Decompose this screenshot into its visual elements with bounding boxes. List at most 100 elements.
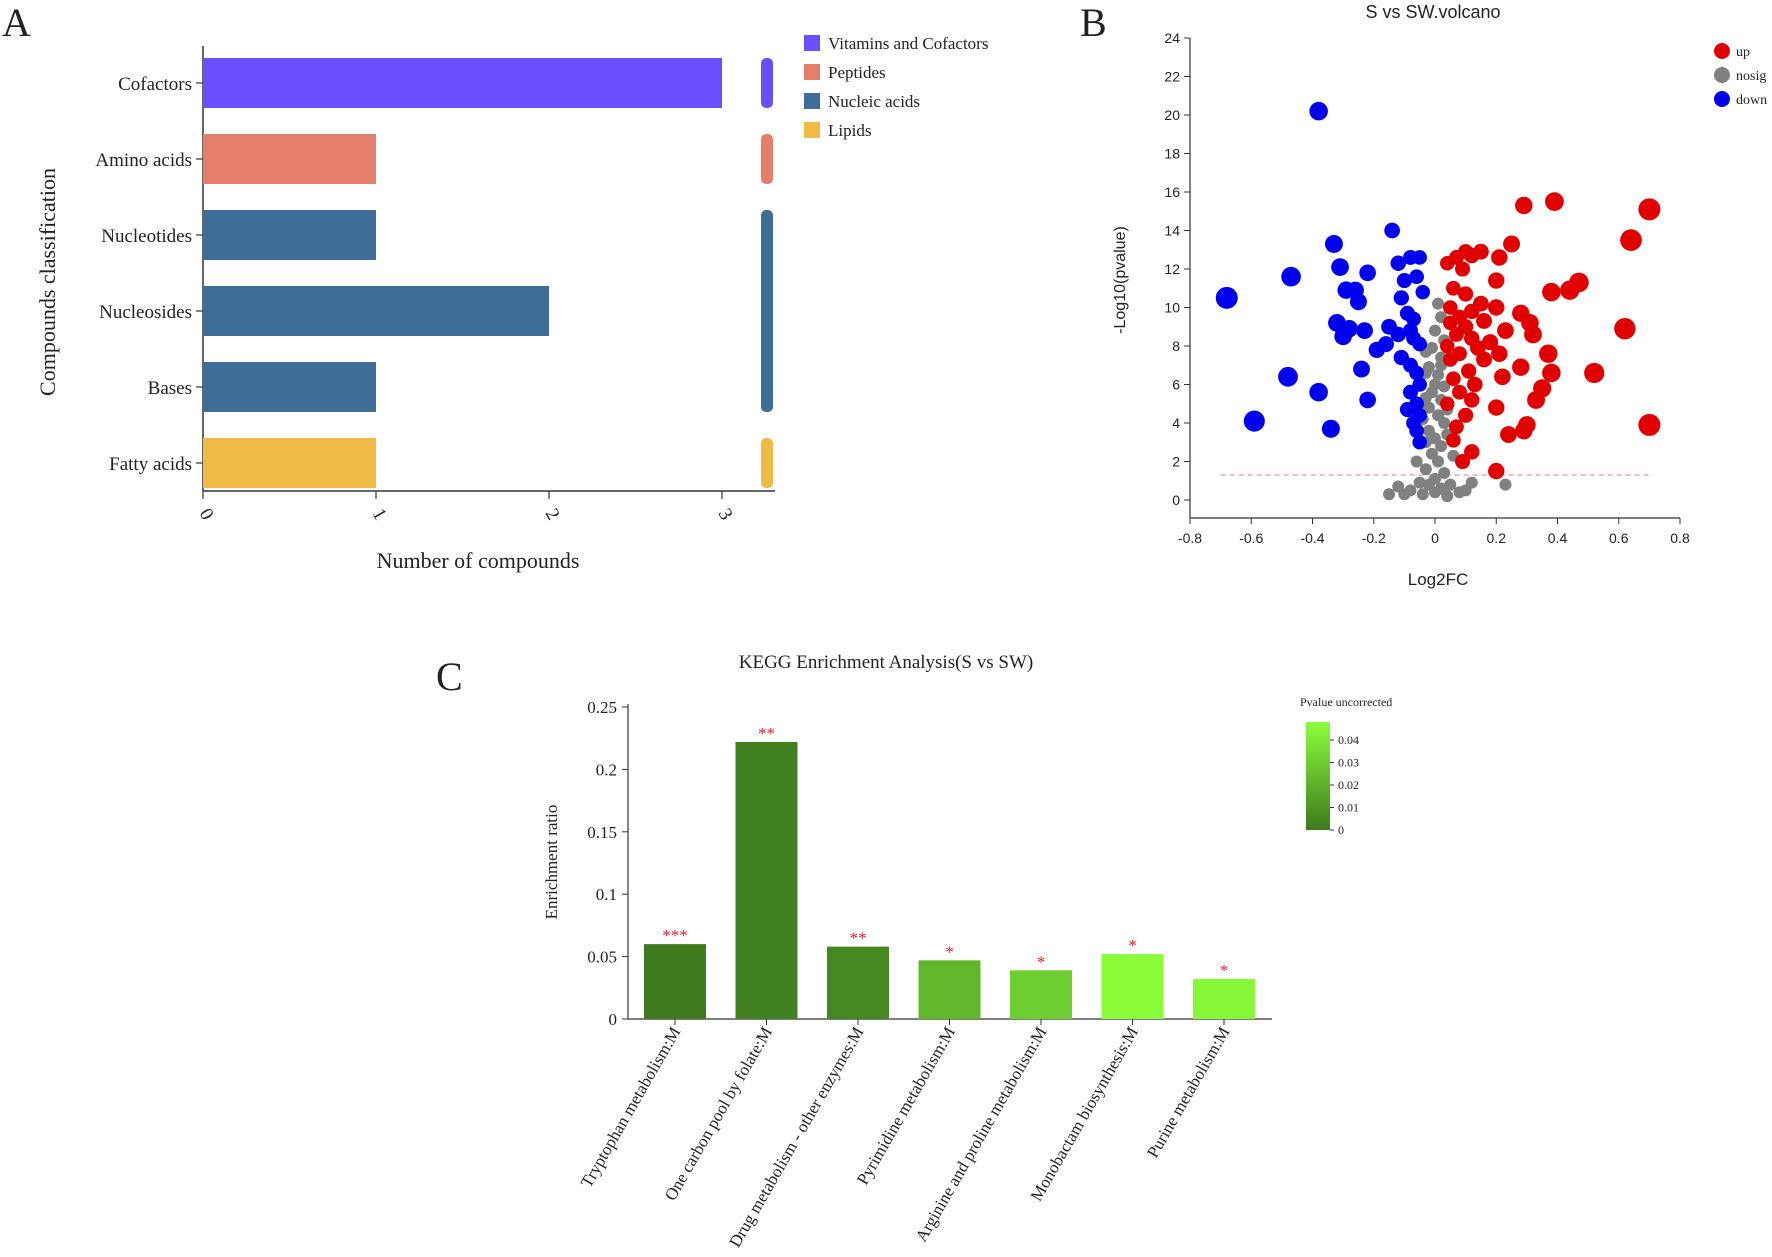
point-up bbox=[1515, 196, 1533, 215]
panel-c-ylabel: Enrichment ratio bbox=[542, 805, 561, 920]
panel-b-ylabel: -Log10(pvalue) bbox=[1112, 226, 1129, 334]
point-up bbox=[1638, 198, 1661, 221]
point-up bbox=[1503, 235, 1521, 253]
point-down bbox=[1309, 101, 1328, 121]
panel-label-c: C bbox=[436, 654, 463, 699]
point-nosig bbox=[1435, 440, 1448, 453]
point-down bbox=[1412, 336, 1427, 352]
point-down bbox=[1399, 401, 1415, 418]
legend-swatch bbox=[804, 64, 820, 80]
legend-label: Nucleic acids bbox=[828, 92, 920, 111]
legend-label: nosig bbox=[1736, 69, 1766, 84]
panel-a-xlabel: Number of compounds bbox=[377, 548, 580, 573]
legend-label: Vitamins and Cofactors bbox=[828, 34, 988, 53]
point-up bbox=[1488, 462, 1505, 480]
point-down bbox=[1406, 415, 1421, 431]
point-up bbox=[1515, 421, 1533, 440]
y-tick-label: 2 bbox=[1172, 454, 1180, 470]
point-nosig bbox=[1438, 380, 1451, 393]
legend-swatch bbox=[804, 93, 820, 109]
point-down bbox=[1281, 266, 1301, 287]
bar-pyrimidine-metabolism-m bbox=[918, 960, 981, 1019]
point-up bbox=[1527, 390, 1546, 409]
point-nosig bbox=[1441, 490, 1454, 503]
point-nosig bbox=[1383, 488, 1396, 501]
panel-a-ylabel: Compounds classification bbox=[35, 168, 60, 396]
point-nosig bbox=[1419, 463, 1432, 476]
x-tick-label: 0.4 bbox=[1548, 530, 1568, 546]
bar-cofactors bbox=[203, 58, 722, 108]
x-tick-label: 0 bbox=[195, 505, 218, 524]
point-up bbox=[1545, 192, 1564, 211]
y-tick-label: Nucleosides bbox=[99, 302, 192, 323]
panel-b-chart: S vs SW.volcano -Log10(pvalue) Log2FC 0 2… bbox=[1112, 2, 1767, 589]
point-down bbox=[1415, 284, 1430, 300]
colorbar-tick-label: 0.01 bbox=[1338, 801, 1359, 815]
point-up bbox=[1440, 338, 1455, 354]
group-indicator bbox=[761, 438, 773, 488]
bar-bases bbox=[203, 362, 376, 412]
point-down bbox=[1406, 311, 1421, 327]
point-up bbox=[1620, 229, 1642, 251]
y-tick-label: 24 bbox=[1164, 30, 1180, 46]
significance-stars: *** bbox=[662, 926, 688, 945]
significance-stars: * bbox=[1037, 952, 1046, 971]
point-up bbox=[1491, 249, 1508, 266]
y-tick-label: 14 bbox=[1164, 223, 1180, 239]
y-tick-label: 16 bbox=[1164, 184, 1180, 200]
point-up bbox=[1458, 407, 1474, 423]
group-indicator bbox=[761, 134, 773, 184]
point-down bbox=[1412, 250, 1427, 265]
point-up bbox=[1482, 334, 1499, 351]
bar-monobactam-biosynthesis-m bbox=[1101, 954, 1164, 1019]
significance-stars: ** bbox=[758, 724, 775, 743]
point-up bbox=[1446, 371, 1461, 387]
point-up bbox=[1584, 362, 1605, 384]
colorbar-tick-label: 0.02 bbox=[1338, 778, 1359, 792]
point-down bbox=[1403, 384, 1418, 400]
point-up bbox=[1449, 327, 1464, 342]
point-up bbox=[1500, 426, 1517, 443]
y-tick-label: 0.25 bbox=[587, 698, 617, 717]
y-tick-label: 0 bbox=[1172, 492, 1180, 508]
y-tick-label: 0.2 bbox=[596, 760, 617, 779]
point-up bbox=[1449, 419, 1464, 435]
bar-amino-acids bbox=[203, 134, 376, 184]
point-nosig bbox=[1416, 488, 1429, 501]
panel-label-b: B bbox=[1080, 0, 1107, 45]
y-tick-label: Nucleotides bbox=[101, 226, 192, 247]
point-up bbox=[1524, 325, 1542, 344]
colorbar-title: Pvalue uncorrected bbox=[1300, 695, 1392, 709]
point-nosig bbox=[1410, 455, 1423, 468]
point-up bbox=[1476, 351, 1492, 368]
bar-arginine-and-proline-metabolism-m bbox=[1010, 970, 1072, 1019]
y-tick-label: 20 bbox=[1164, 107, 1180, 123]
point-up bbox=[1455, 453, 1471, 470]
point-up bbox=[1440, 396, 1455, 411]
x-tick-label: 2 bbox=[541, 505, 564, 524]
point-down bbox=[1396, 272, 1412, 289]
point-nosig bbox=[1438, 417, 1451, 429]
y-tick-label: Cofactors bbox=[118, 74, 192, 95]
legend-marker bbox=[1714, 43, 1730, 59]
bar-purine-metabolism-m bbox=[1193, 979, 1255, 1019]
legend-label: down bbox=[1736, 93, 1767, 108]
panel-label-a: A bbox=[2, 0, 31, 45]
point-down bbox=[1356, 322, 1373, 339]
y-tick-label: 0.15 bbox=[587, 823, 617, 842]
legend-label: up bbox=[1736, 45, 1750, 60]
point-up bbox=[1452, 384, 1467, 400]
point-nosig bbox=[1438, 467, 1451, 480]
point-nosig bbox=[1432, 455, 1445, 468]
point-up bbox=[1464, 392, 1480, 408]
point-nosig bbox=[1413, 476, 1426, 489]
point-up bbox=[1443, 300, 1458, 315]
point-down bbox=[1393, 290, 1409, 306]
point-nosig bbox=[1429, 486, 1441, 499]
point-down bbox=[1390, 326, 1406, 343]
panel-a-chart: Compounds classification Number of compo… bbox=[35, 34, 988, 573]
significance-stars: ** bbox=[850, 929, 867, 948]
point-up bbox=[1488, 399, 1505, 416]
bar-nucleosides bbox=[203, 286, 549, 336]
